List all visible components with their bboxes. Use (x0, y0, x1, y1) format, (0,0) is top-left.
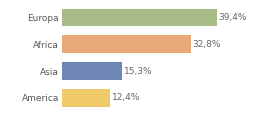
Bar (62, 62, 122, 80)
Text: 32,8%: 32,8% (193, 40, 221, 49)
Bar (62, 89, 110, 107)
Text: 39,4%: 39,4% (218, 13, 247, 22)
Bar (62, 35, 191, 53)
Text: 12,4%: 12,4% (112, 93, 141, 102)
Text: 15,3%: 15,3% (124, 67, 152, 76)
Bar (62, 9, 216, 26)
